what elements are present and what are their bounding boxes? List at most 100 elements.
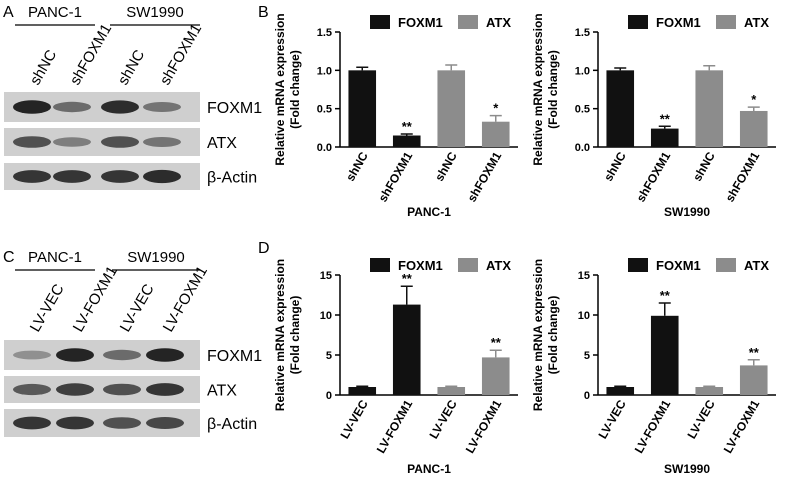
blot-band xyxy=(146,348,184,362)
blot-band xyxy=(143,137,181,147)
error-bar xyxy=(400,133,413,136)
blot-band xyxy=(146,383,184,396)
x-tick-label: shNC xyxy=(343,149,371,183)
bar xyxy=(392,304,421,395)
y-axis-label: (Fold change) xyxy=(288,50,302,129)
blot-band xyxy=(143,102,181,112)
bar xyxy=(437,387,466,395)
bar xyxy=(739,365,768,395)
bar xyxy=(481,357,510,395)
blot-band xyxy=(103,417,141,429)
legend-label: ATX xyxy=(486,258,511,273)
y-axis-label: (Fold change) xyxy=(546,50,560,129)
blot-band xyxy=(56,416,94,430)
error-bar xyxy=(489,349,502,358)
x-tick-label: shFOXM1 xyxy=(634,149,674,204)
error-bar xyxy=(356,385,369,387)
error-bar xyxy=(703,64,716,71)
error-bar xyxy=(445,385,458,387)
bar xyxy=(392,135,421,147)
x-tick-label: LV-VEC xyxy=(426,397,460,441)
x-tick-label: shNC xyxy=(690,149,718,183)
error-bar xyxy=(747,359,760,366)
y-tick-label: 15 xyxy=(320,270,332,282)
bar xyxy=(481,121,510,147)
x-tick-label: LV-FOXM1 xyxy=(632,397,674,455)
group-label: SW1990 xyxy=(126,4,184,21)
band-label: FOXM1 xyxy=(207,348,262,365)
panel-letter: C xyxy=(3,249,15,266)
blot-band xyxy=(103,383,141,396)
error-bar xyxy=(356,66,369,71)
lane-label: LV-VEC xyxy=(27,281,68,335)
x-axis-label: SW1990 xyxy=(664,462,710,476)
y-axis-label: Relative mRNA expression xyxy=(531,13,545,165)
legend-label: FOXM1 xyxy=(656,15,701,30)
blot-band xyxy=(143,169,181,184)
blot-band xyxy=(56,348,94,362)
blot-band xyxy=(53,137,91,147)
lane-label: shFOXM1 xyxy=(67,21,115,88)
group-label: PANC-1 xyxy=(28,4,82,21)
bar xyxy=(606,70,635,147)
y-tick-label: 1.5 xyxy=(575,27,590,39)
x-tick-label: shFOXM1 xyxy=(723,149,763,204)
error-bar xyxy=(747,106,760,111)
blot-band xyxy=(53,101,91,113)
error-bar xyxy=(614,67,627,71)
x-tick-label: LV-FOXM1 xyxy=(374,397,416,455)
blot-band xyxy=(13,416,51,430)
x-tick-label: shNC xyxy=(432,149,460,183)
panel-letter: D xyxy=(258,240,270,257)
x-axis-label: PANC-1 xyxy=(407,205,451,219)
significance-mark: ** xyxy=(749,345,760,360)
y-tick-label: 0 xyxy=(326,390,332,402)
y-tick-label: 15 xyxy=(578,270,590,282)
y-tick-label: 1.5 xyxy=(317,27,332,39)
legend-swatch xyxy=(370,15,390,29)
lane-label: shNC xyxy=(27,47,61,88)
y-tick-label: 1.0 xyxy=(575,65,590,77)
legend-swatch xyxy=(458,15,478,29)
x-tick-label: LV-VEC xyxy=(684,397,718,441)
x-tick-label: shNC xyxy=(601,149,629,183)
y-axis-label: (Fold change) xyxy=(546,296,560,375)
legend-swatch xyxy=(458,258,478,272)
band-label: β-Actin xyxy=(207,170,257,187)
group-label: PANC-1 xyxy=(28,249,82,266)
bar xyxy=(695,70,724,147)
x-axis-label: SW1990 xyxy=(664,205,710,219)
group-label: SW1990 xyxy=(127,249,185,266)
lane-label: LV-VEC xyxy=(117,281,158,335)
significance-mark: * xyxy=(751,92,757,107)
y-tick-label: 10 xyxy=(578,310,590,322)
bar xyxy=(650,128,679,147)
y-axis-label: Relative mRNA expression xyxy=(273,259,287,411)
legend-label: FOXM1 xyxy=(398,258,443,273)
x-axis-label: PANC-1 xyxy=(407,462,451,476)
error-bar xyxy=(489,114,502,122)
bar xyxy=(348,387,377,395)
significance-mark: ** xyxy=(491,335,502,350)
band-label: β-Actin xyxy=(207,416,257,433)
y-tick-label: 0 xyxy=(584,390,590,402)
y-tick-label: 0.5 xyxy=(575,104,590,116)
band-label: ATX xyxy=(207,383,237,400)
y-axis-label: (Fold change) xyxy=(288,296,302,375)
legend-swatch xyxy=(628,15,648,29)
legend-label: ATX xyxy=(744,258,769,273)
blot-band xyxy=(13,170,51,183)
legend-label: FOXM1 xyxy=(656,258,701,273)
blot-band xyxy=(53,170,91,183)
bar xyxy=(348,70,377,147)
significance-mark: ** xyxy=(402,271,413,286)
band-label: ATX xyxy=(207,135,237,152)
y-axis-label: Relative mRNA expression xyxy=(531,259,545,411)
blot-band xyxy=(101,100,139,114)
x-tick-label: LV-FOXM1 xyxy=(463,397,505,455)
panel-letter: A xyxy=(3,4,14,21)
blot-band xyxy=(101,170,139,183)
legend-swatch xyxy=(716,15,736,29)
error-bar xyxy=(658,125,671,129)
